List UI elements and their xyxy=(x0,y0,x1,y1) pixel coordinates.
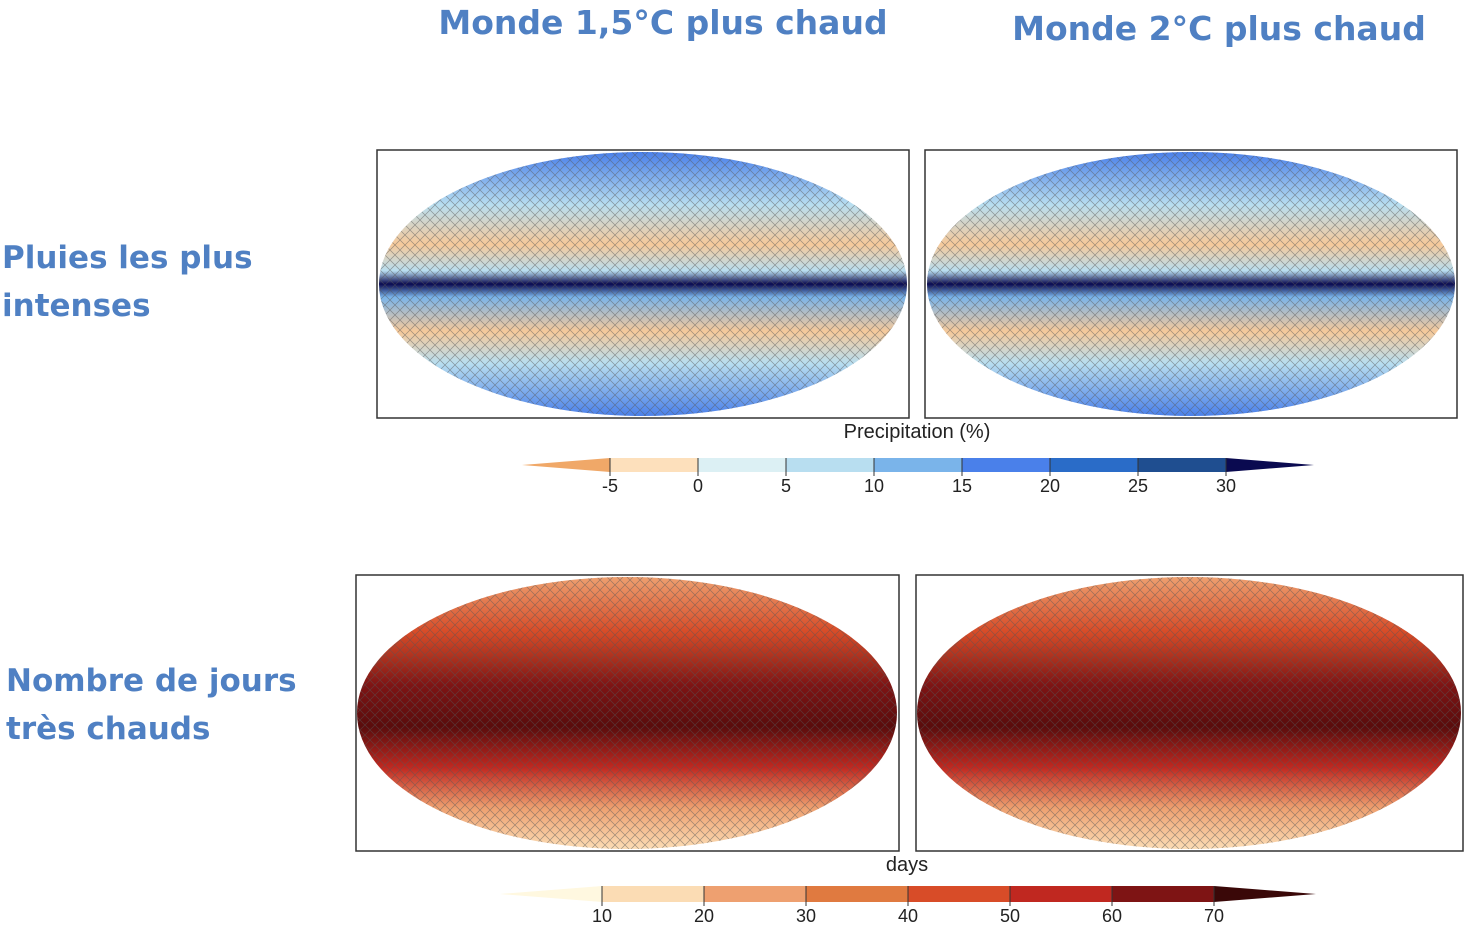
map-panel xyxy=(355,574,900,852)
colorbar-segment xyxy=(962,458,1050,472)
colorbar-tick-label: 70 xyxy=(1204,906,1224,926)
colorbar-extension xyxy=(1214,886,1316,902)
map-panel xyxy=(376,149,910,419)
colorbar-tick-label: 25 xyxy=(1128,476,1148,496)
colorbar-tick-label: 30 xyxy=(796,906,816,926)
column-title: Monde 2°C plus chaud xyxy=(1012,9,1426,48)
colorbar-tick-label: 10 xyxy=(592,906,612,926)
colorbar-tick-label: 60 xyxy=(1102,906,1122,926)
colorbar-segment xyxy=(704,886,806,902)
colorbar-tick-label: 30 xyxy=(1216,476,1236,496)
colorbar-tick-label: 10 xyxy=(864,476,884,496)
colorbar-segment xyxy=(1138,458,1226,472)
colorbar-tick-label: 20 xyxy=(694,906,714,926)
colorbar-segment xyxy=(610,458,698,472)
colorbar-segment xyxy=(874,458,962,472)
colorbar-segment xyxy=(806,886,908,902)
colorbar-label: Precipitation (%) xyxy=(844,421,991,443)
colorbar-segment xyxy=(1112,886,1214,902)
row-label: Pluies les plus intenses xyxy=(2,240,253,324)
colorbar-tick-label: 0 xyxy=(693,476,703,496)
colorbar-segment xyxy=(908,886,1010,902)
colorbar-extension xyxy=(500,886,602,902)
colorbar-tick-label: 50 xyxy=(1000,906,1020,926)
colorbar-segment xyxy=(786,458,874,472)
map-panel xyxy=(915,574,1464,852)
colorbar-tick-label: 20 xyxy=(1040,476,1060,496)
colorbar-extension xyxy=(1226,458,1314,472)
colorbar-segment xyxy=(602,886,704,902)
colorbar-tick-label: -5 xyxy=(602,476,618,496)
colorbar-tick-label: 15 xyxy=(952,476,972,496)
colorbar-tick-label: 40 xyxy=(898,906,918,926)
colorbar-segment xyxy=(698,458,786,472)
colorbar-segment xyxy=(1010,886,1112,902)
column-title: Monde 1,5°C plus chaud xyxy=(438,3,887,42)
colorbar-label: days xyxy=(886,854,928,876)
colorbar-segment xyxy=(1050,458,1138,472)
colorbar-tick-label: 5 xyxy=(781,476,791,496)
map-panel xyxy=(924,149,1458,419)
row-label: Nombre de jours très chauds xyxy=(6,663,297,747)
colorbar-extension xyxy=(522,458,610,472)
